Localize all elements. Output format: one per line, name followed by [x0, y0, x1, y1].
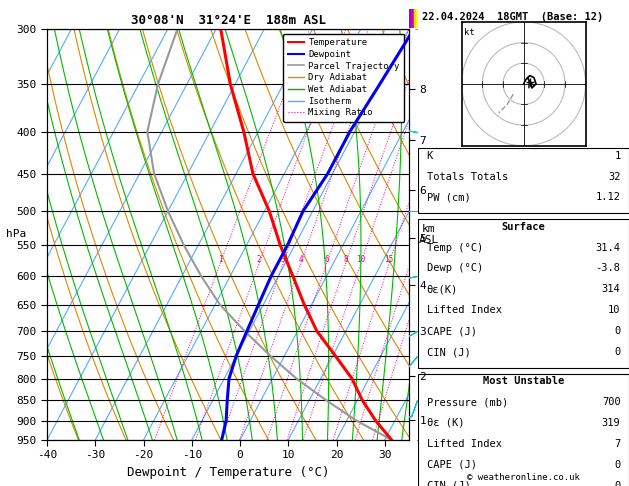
Y-axis label: km
ASL: km ASL: [419, 224, 439, 245]
Text: 0: 0: [615, 460, 621, 470]
Text: CIN (J): CIN (J): [426, 347, 470, 357]
Text: 1: 1: [615, 151, 621, 161]
Text: 0: 0: [615, 481, 621, 486]
Title: 30°08'N  31°24'E  188m ASL: 30°08'N 31°24'E 188m ASL: [130, 14, 326, 27]
Text: θε (K): θε (K): [426, 418, 464, 428]
Text: Most Unstable: Most Unstable: [483, 376, 564, 386]
Text: 10: 10: [356, 255, 365, 264]
Text: PW (cm): PW (cm): [426, 192, 470, 203]
Text: CAPE (J): CAPE (J): [426, 326, 477, 336]
Text: 22.04.2024  18GMT  (Base: 12): 22.04.2024 18GMT (Base: 12): [423, 12, 604, 22]
Text: θε(K): θε(K): [426, 284, 458, 295]
Bar: [409, 9, 411, 28]
Text: 319: 319: [602, 418, 621, 428]
Text: CAPE (J): CAPE (J): [426, 460, 477, 470]
Text: 0: 0: [615, 347, 621, 357]
Text: Surface: Surface: [502, 222, 545, 232]
Text: 10: 10: [608, 305, 621, 315]
Text: Temp (°C): Temp (°C): [426, 243, 483, 253]
Legend: Temperature, Dewpoint, Parcel Trajectory, Dry Adiabat, Wet Adiabat, Isotherm, Mi: Temperature, Dewpoint, Parcel Trajectory…: [283, 34, 404, 122]
Text: K: K: [426, 151, 433, 161]
Text: CIN (J): CIN (J): [426, 481, 470, 486]
X-axis label: Dewpoint / Temperature (°C): Dewpoint / Temperature (°C): [127, 466, 329, 479]
Text: 1.12: 1.12: [596, 192, 621, 203]
Text: 32: 32: [608, 172, 621, 182]
Text: -3.8: -3.8: [596, 263, 621, 274]
Text: 0: 0: [615, 326, 621, 336]
Text: 7: 7: [615, 439, 621, 449]
Text: Lifted Index: Lifted Index: [426, 439, 502, 449]
Text: 4: 4: [298, 255, 303, 264]
Bar: [416, 9, 418, 28]
Bar: [414, 9, 416, 28]
Text: 314: 314: [602, 284, 621, 295]
Text: Lifted Index: Lifted Index: [426, 305, 502, 315]
Text: 31.4: 31.4: [596, 243, 621, 253]
Text: Dewp (°C): Dewp (°C): [426, 263, 483, 274]
Text: © weatheronline.co.uk: © weatheronline.co.uk: [467, 473, 580, 482]
Text: Totals Totals: Totals Totals: [426, 172, 508, 182]
Text: 15: 15: [384, 255, 394, 264]
Text: 1: 1: [218, 255, 222, 264]
Text: 8: 8: [343, 255, 348, 264]
Bar: [411, 9, 414, 28]
Text: 700: 700: [602, 397, 621, 407]
Text: hPa: hPa: [6, 229, 26, 240]
Text: 3: 3: [281, 255, 285, 264]
Text: 6: 6: [324, 255, 329, 264]
Text: Pressure (mb): Pressure (mb): [426, 397, 508, 407]
Text: 2: 2: [257, 255, 261, 264]
